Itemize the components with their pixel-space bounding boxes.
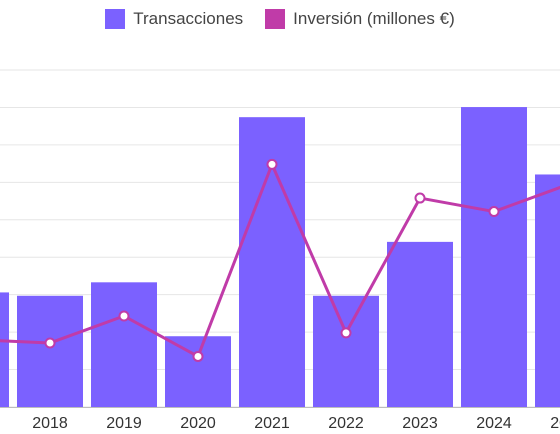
legend-label-inversion: Inversión (millones €): [293, 9, 455, 28]
legend-item-inversion[interactable]: Inversión (millones €): [265, 9, 455, 29]
x-axis: 201720182019202020212022202320242025: [0, 407, 560, 432]
x-tick-label-2023: 2023: [402, 415, 438, 432]
bar-2018: [17, 295, 83, 407]
point-2020: [192, 350, 204, 362]
x-tick-label-2021: 2021: [254, 415, 290, 432]
point-2021: [266, 158, 278, 170]
bar-2023: [387, 241, 453, 407]
legend-swatch-transacciones: [105, 9, 126, 29]
x-tick-label-2019: 2019: [106, 415, 142, 432]
x-tick-label-2022: 2022: [328, 415, 364, 432]
point-2022: [340, 327, 352, 339]
x-tick-label-2018: 2018: [32, 415, 68, 432]
x-tick-label-2020: 2020: [180, 415, 216, 432]
x-tick-label-2025: 2025: [550, 415, 560, 432]
legend-item-transacciones[interactable]: Transacciones: [105, 9, 243, 29]
point-2019: [118, 310, 130, 322]
legend-swatch-inversion: [265, 9, 286, 29]
bar-2022: [313, 295, 379, 407]
point-2023: [414, 192, 426, 204]
legend-label-transacciones: Transacciones: [133, 9, 244, 28]
point-2018: [44, 337, 56, 349]
bar-2024: [461, 107, 527, 407]
line-series-inversion: [0, 158, 560, 362]
bar-2019: [91, 282, 157, 407]
point-2024: [488, 206, 500, 218]
bar-2017: [0, 292, 9, 407]
legend: Transacciones Inversión (millones €): [0, 6, 560, 32]
bar-series-transacciones: [0, 107, 560, 408]
x-tick-label-2024: 2024: [476, 415, 512, 432]
bar-2025: [535, 174, 560, 407]
bar-2020: [165, 336, 231, 407]
